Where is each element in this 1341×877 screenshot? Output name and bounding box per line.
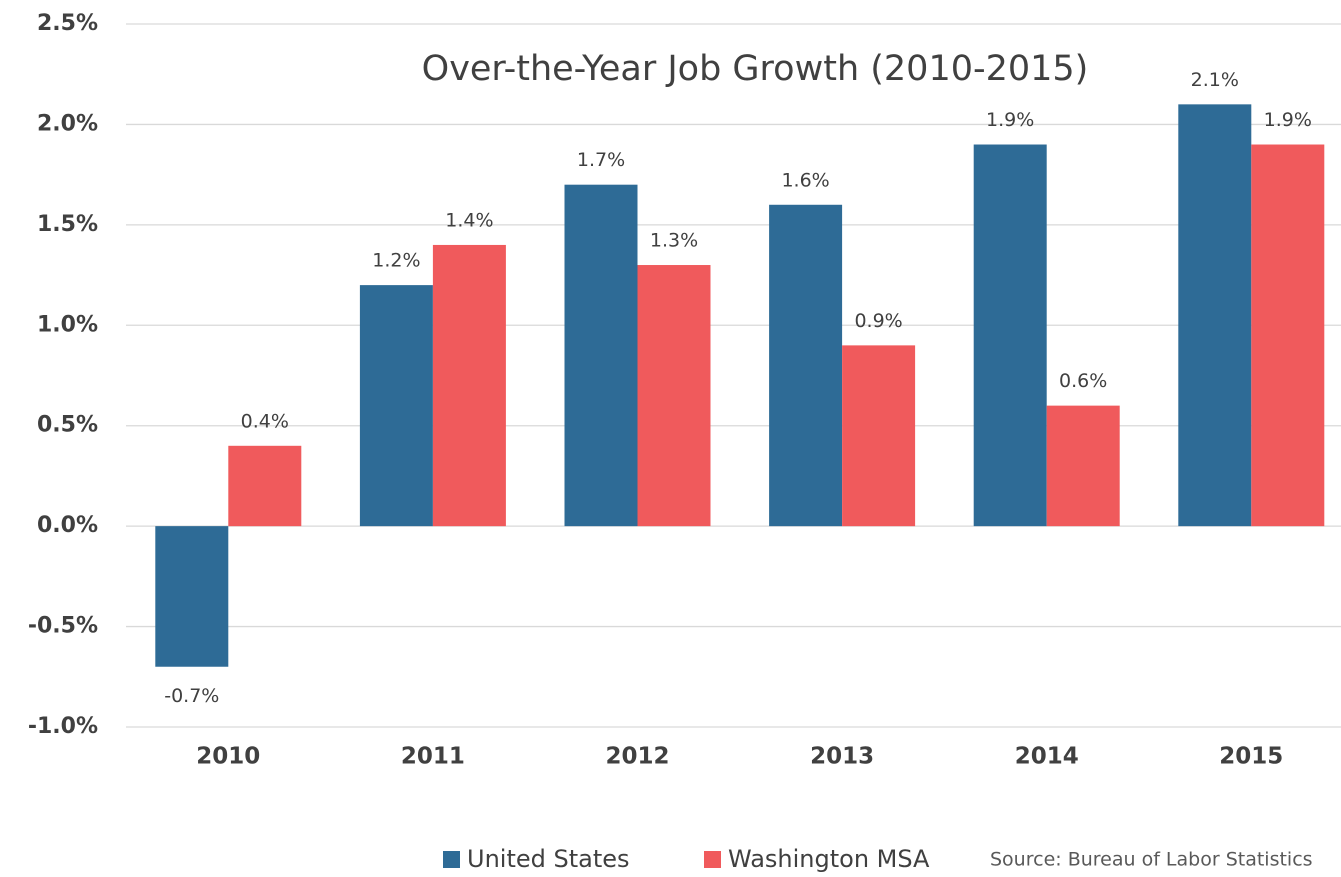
bar [637,265,711,527]
data-label: -0.7% [164,685,219,707]
y-tick-label: 2.0% [37,111,98,136]
data-label: 0.6% [1059,370,1107,392]
bar [1046,405,1120,527]
x-tick-label: 2013 [810,744,874,770]
y-tick-label: 1.0% [37,312,98,337]
y-tick-label: 0.5% [37,413,98,438]
data-label: 1.4% [445,209,493,231]
source-note: Source: Bureau of Labor Statistics [990,849,1313,871]
y-tick-label: 0.0% [37,513,98,538]
bar [432,244,506,527]
bar [973,144,1047,527]
bar [1178,104,1252,527]
y-tick-label: 2.5% [37,11,98,36]
legend-label: Washington MSA [728,845,930,873]
data-label: 0.4% [241,410,289,432]
data-label: 0.9% [854,310,902,332]
data-label: 1.7% [577,149,625,171]
bar [359,285,433,527]
data-label: 1.3% [650,230,698,252]
data-label: 1.2% [372,250,420,272]
data-label: 1.9% [986,109,1034,131]
x-tick-label: 2010 [196,744,260,770]
bar [769,204,843,527]
bar [155,526,229,667]
bar [228,445,302,527]
x-tick-label: 2015 [1219,744,1283,770]
legend-swatch [443,851,460,868]
y-tick-label: -0.5% [28,614,98,639]
data-label: 1.9% [1264,109,1312,131]
x-tick-label: 2011 [401,744,465,770]
legend-swatch [704,851,721,868]
data-label: 2.1% [1191,69,1239,91]
x-tick-label: 2012 [605,744,669,770]
bar [842,345,916,527]
y-tick-label: 1.5% [37,212,98,237]
bar [564,184,638,527]
legend-label: United States [467,845,630,873]
y-tick-label: -1.0% [28,714,98,739]
data-label: 1.6% [781,169,829,191]
chart-title: Over-the-Year Job Growth (2010-2015) [422,49,1089,89]
bar [1251,144,1325,527]
x-tick-label: 2014 [1015,744,1079,770]
